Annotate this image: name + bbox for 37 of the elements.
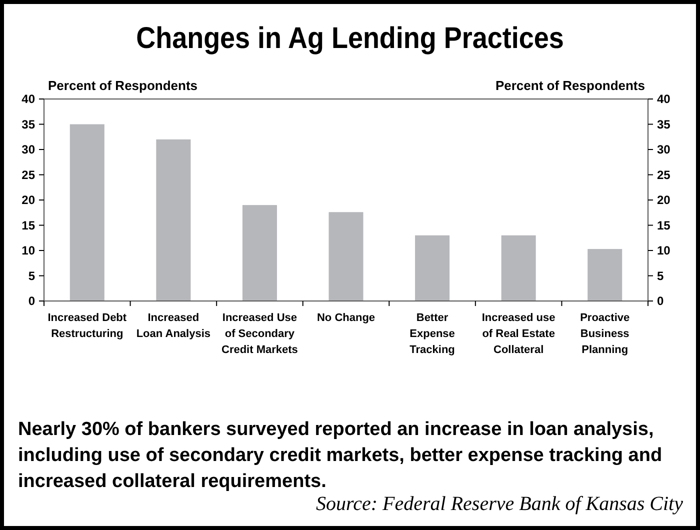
y2-tick-label: 35 <box>657 117 671 132</box>
bar <box>415 235 450 301</box>
chart-title: Changes in Ag Lending Practices <box>136 22 564 56</box>
y-tick-label: 25 <box>22 168 36 182</box>
x-tick-label: Proactive Business Planning <box>580 312 630 356</box>
y-tick-label: 20 <box>22 193 36 208</box>
y2-tick-label: 5 <box>657 268 664 283</box>
x-tick-label: Increased use of Real Estate Collateral <box>482 312 556 356</box>
y-tick-label: 30 <box>22 142 36 157</box>
bar <box>242 205 277 301</box>
x-tick-label: No Change <box>316 312 376 324</box>
bar <box>501 235 536 301</box>
x-tick-label: Increased Debt Restructuring <box>48 312 127 340</box>
bar <box>156 139 191 301</box>
y-tick-label: 10 <box>22 244 36 258</box>
y2-tick-label: 20 <box>657 193 671 208</box>
y2-tick-label: 15 <box>657 218 671 232</box>
bar <box>328 212 364 301</box>
y2-tick-label: 40 <box>657 92 671 106</box>
y-tick-label: 35 <box>22 117 36 132</box>
text: Nearly 30% of bankers surveyed reported an increase in loan analysis, including use of secondary credit markets, better expense tracking and increased collateral requirements. <box>18 419 662 492</box>
y-tick-label: 0 <box>28 294 36 308</box>
x-tick-label: Increased Use of Secondary Credit Markets <box>222 312 298 356</box>
y2-tick-label: 0 <box>657 294 664 308</box>
y-axis-title: Percent of Respondents <box>48 78 198 93</box>
y-tick-label: 15 <box>22 218 36 232</box>
source-note: Source: Federal Reserve Bank of Kansas City <box>316 493 684 515</box>
y-tick-label: 40 <box>22 92 36 106</box>
y2-tick-label: 25 <box>657 168 671 182</box>
y-tick-label: 5 <box>28 268 36 283</box>
y2-tick-label: 30 <box>657 142 671 157</box>
x-tick-label: Better Expense Tracking <box>410 312 455 356</box>
bar <box>70 124 104 301</box>
y2-tick-label: 10 <box>657 244 671 258</box>
y2-axis-title: Percent of Respondents <box>495 78 645 93</box>
bar <box>588 248 622 301</box>
x-tick-label: Increased Loan Analysis <box>136 312 211 340</box>
